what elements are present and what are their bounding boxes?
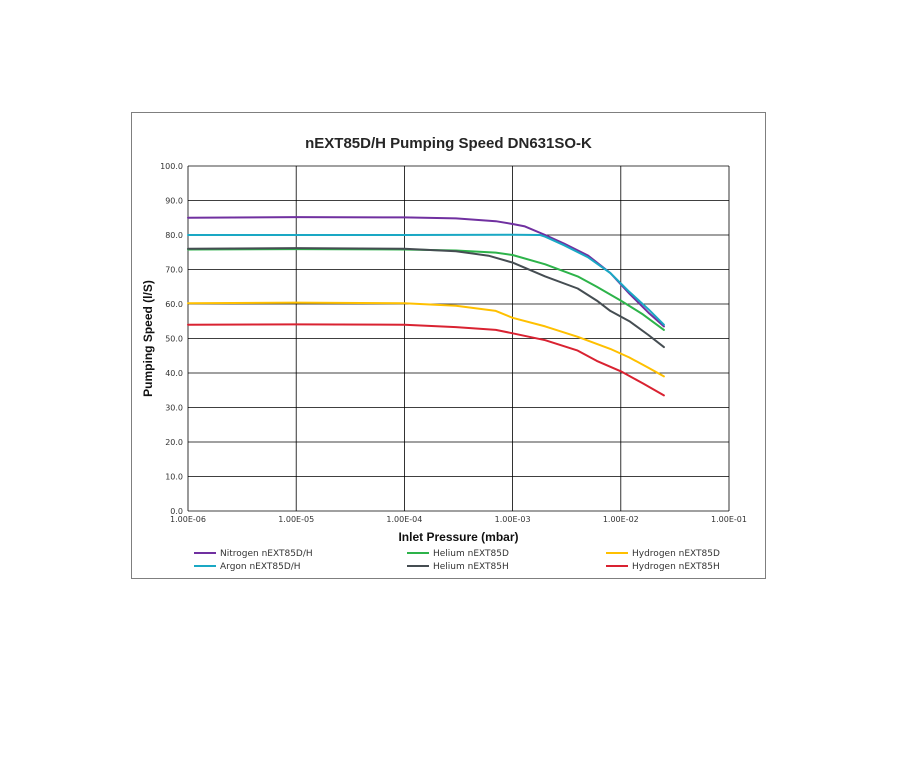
legend-label-hydrogen-next85h: Hydrogen nEXT85H (632, 562, 720, 572)
legend-label-helium-next85d: Helium nEXT85D (433, 549, 509, 559)
series-lines (187, 216, 665, 397)
x-tick-label: 1.00E-02 (603, 515, 639, 524)
x-tick-label: 1.00E-05 (278, 515, 314, 524)
legend-label-hydrogen-next85d: Hydrogen nEXT85D (632, 549, 720, 559)
y-tick-label: 70.0 (165, 266, 183, 275)
y-tick-label: 60.0 (165, 300, 183, 309)
chart-plot: 0.0 10.0 20.0 30.0 40.0 50.0 60.0 70.0 80.0 90.0 1… (141, 162, 747, 572)
y-tick-label: 50.0 (165, 335, 183, 344)
y-tick-label: 30.0 (165, 404, 183, 413)
series-line-argon-next85d-h (187, 233, 665, 326)
y-tick-labels: 0.0 10.0 20.0 30.0 40.0 50.0 60.0 70.0 80.0 90.0 1… (160, 162, 183, 516)
y-tick-label: 20.0 (165, 438, 183, 447)
x-axis-title: Inlet Pressure (mbar) (398, 530, 518, 544)
series-line-helium-next85h (187, 247, 665, 349)
y-tick-label: 80.0 (165, 231, 183, 240)
y-tick-label: 40.0 (165, 369, 183, 378)
x-tick-label: 1.00E-01 (711, 515, 747, 524)
series-line-nitrogen-next85d-h (187, 216, 665, 328)
series-line-hydrogen-next85d (187, 301, 665, 378)
chart-title: nEXT85D/H Pumping Speed DN631SO-K (305, 135, 592, 152)
chart-frame: nEXT85D/H Pumping Speed DN631SO-K 0.0 10.… (131, 112, 766, 579)
y-tick-label: 100.0 (160, 162, 183, 171)
y-axis-title: Pumping Speed (l/S) (141, 280, 155, 397)
legend-label-nitrogen-next85d-h: Nitrogen nEXT85D/H (220, 549, 313, 559)
series-line-hydrogen-next85h (187, 323, 665, 397)
y-tick-label: 0.0 (170, 507, 183, 516)
x-tick-label: 1.00E-04 (386, 515, 422, 524)
legend-label-argon-next85d-h: Argon nEXT85D/H (220, 562, 301, 572)
y-tick-label: 90.0 (165, 197, 183, 206)
legend: Nitrogen nEXT85D/H Helium nEXT85D Hydrogen… (194, 549, 720, 572)
x-tick-labels: 1.00E-06 1.00E-05 1.00E-04 1.00E-03 1.00E-02… (170, 515, 747, 524)
legend-label-helium-next85h: Helium nEXT85H (433, 562, 509, 572)
y-tick-label: 10.0 (165, 473, 183, 482)
x-tick-label: 1.00E-06 (170, 515, 206, 524)
x-tick-label: 1.00E-03 (495, 515, 531, 524)
